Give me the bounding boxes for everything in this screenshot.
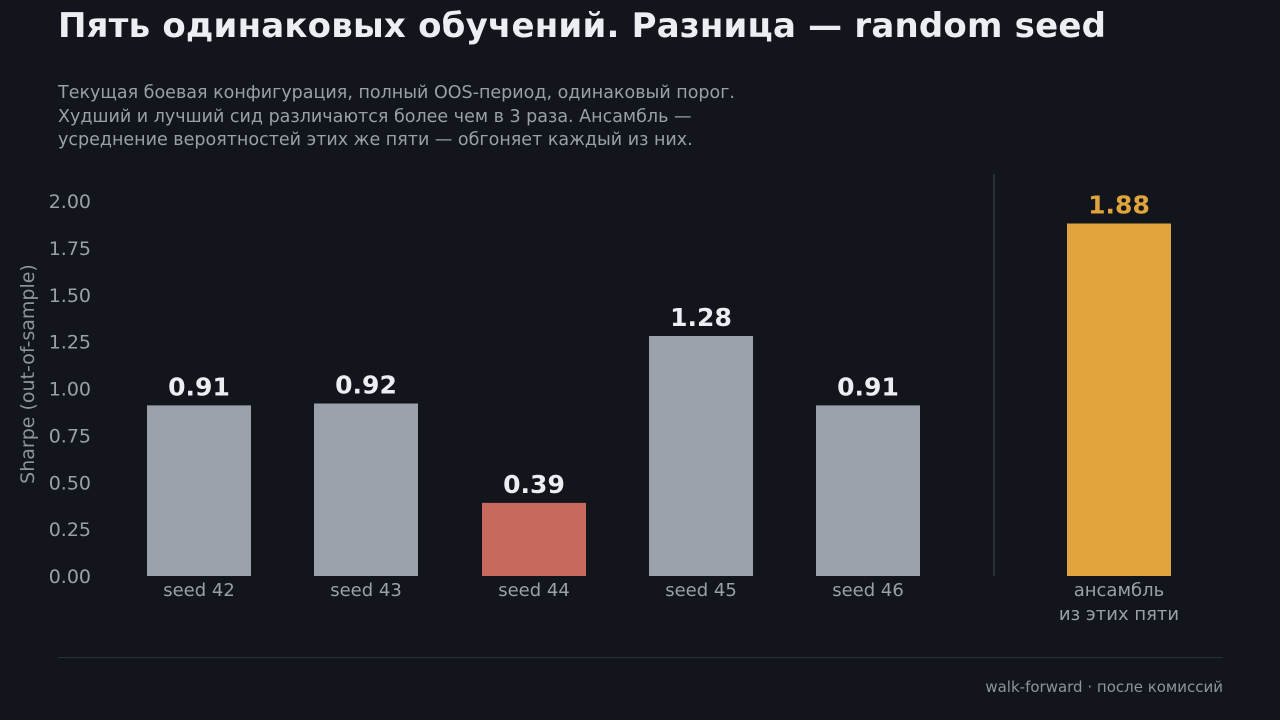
value-labels-group: 0.91 0.92 0.39 1.28 0.91 1.88: [168, 191, 1150, 499]
bar: [816, 405, 920, 576]
category-label: ансамбль: [1074, 580, 1165, 601]
y-axis: 0.00 0.25 0.50 0.75 1.00 1.25 1.50 1.75 2.00: [49, 191, 91, 588]
category-label: seed 44: [498, 580, 570, 601]
y-tick-label: 1.50: [49, 285, 91, 307]
bar-value-label: 0.39: [503, 470, 565, 499]
category-labels-group: seed 42 seed 43 seed 44 seed 45 seed 46 ансам…: [163, 580, 1179, 625]
y-tick-label: 0.50: [49, 472, 91, 494]
footer-note: walk-forward · после комиссий: [985, 678, 1223, 696]
subtitle-line-2: Худший и лучший сид различаются более че…: [58, 106, 692, 127]
y-tick-label: 2.00: [49, 191, 91, 213]
bar-value-label: 0.91: [168, 372, 230, 401]
chart-subtitle: Текущая боевая конфигурация, полный OOS-…: [58, 82, 878, 153]
category-label: seed 46: [832, 580, 904, 601]
y-axis-label: Sharpe (out-of-sample): [17, 264, 39, 484]
bar-value-label: 0.92: [335, 371, 397, 400]
y-tick-label: 1.25: [49, 332, 91, 354]
y-tick-label: 0.25: [49, 519, 91, 541]
bars-group: [147, 223, 1171, 576]
category-label: из этих пяти: [1059, 604, 1179, 625]
category-label: seed 42: [163, 580, 235, 601]
subtitle-line-3: усреднение вероятностей этих же пяти — о…: [58, 130, 693, 150]
bar: [147, 405, 251, 576]
y-tick-label: 0.75: [49, 425, 91, 447]
bar: [482, 502, 586, 576]
subtitle-line-1: Текущая боевая конфигурация, полный OOS-…: [58, 83, 735, 103]
footer-divider: [58, 657, 1223, 658]
bar: [1067, 223, 1171, 576]
sharpe-bar-chart: 0.00 0.25 0.50 0.75 1.00 1.25 1.50 1.75 2.00 0.9…: [17, 174, 1179, 625]
y-tick-label: 0.00: [49, 566, 91, 588]
y-tick-label: 1.75: [49, 238, 91, 260]
y-tick-label: 1.00: [49, 379, 91, 401]
category-label: seed 45: [665, 580, 737, 601]
bar-value-label: 1.88: [1088, 191, 1150, 220]
bar-value-label: 0.91: [837, 372, 899, 401]
bar-value-label: 1.28: [670, 303, 732, 332]
bar: [314, 403, 418, 576]
bar: [649, 336, 753, 576]
chart-title: Пять одинаковых обучений. Разница — rand…: [58, 6, 1107, 46]
category-label: seed 43: [330, 580, 402, 601]
